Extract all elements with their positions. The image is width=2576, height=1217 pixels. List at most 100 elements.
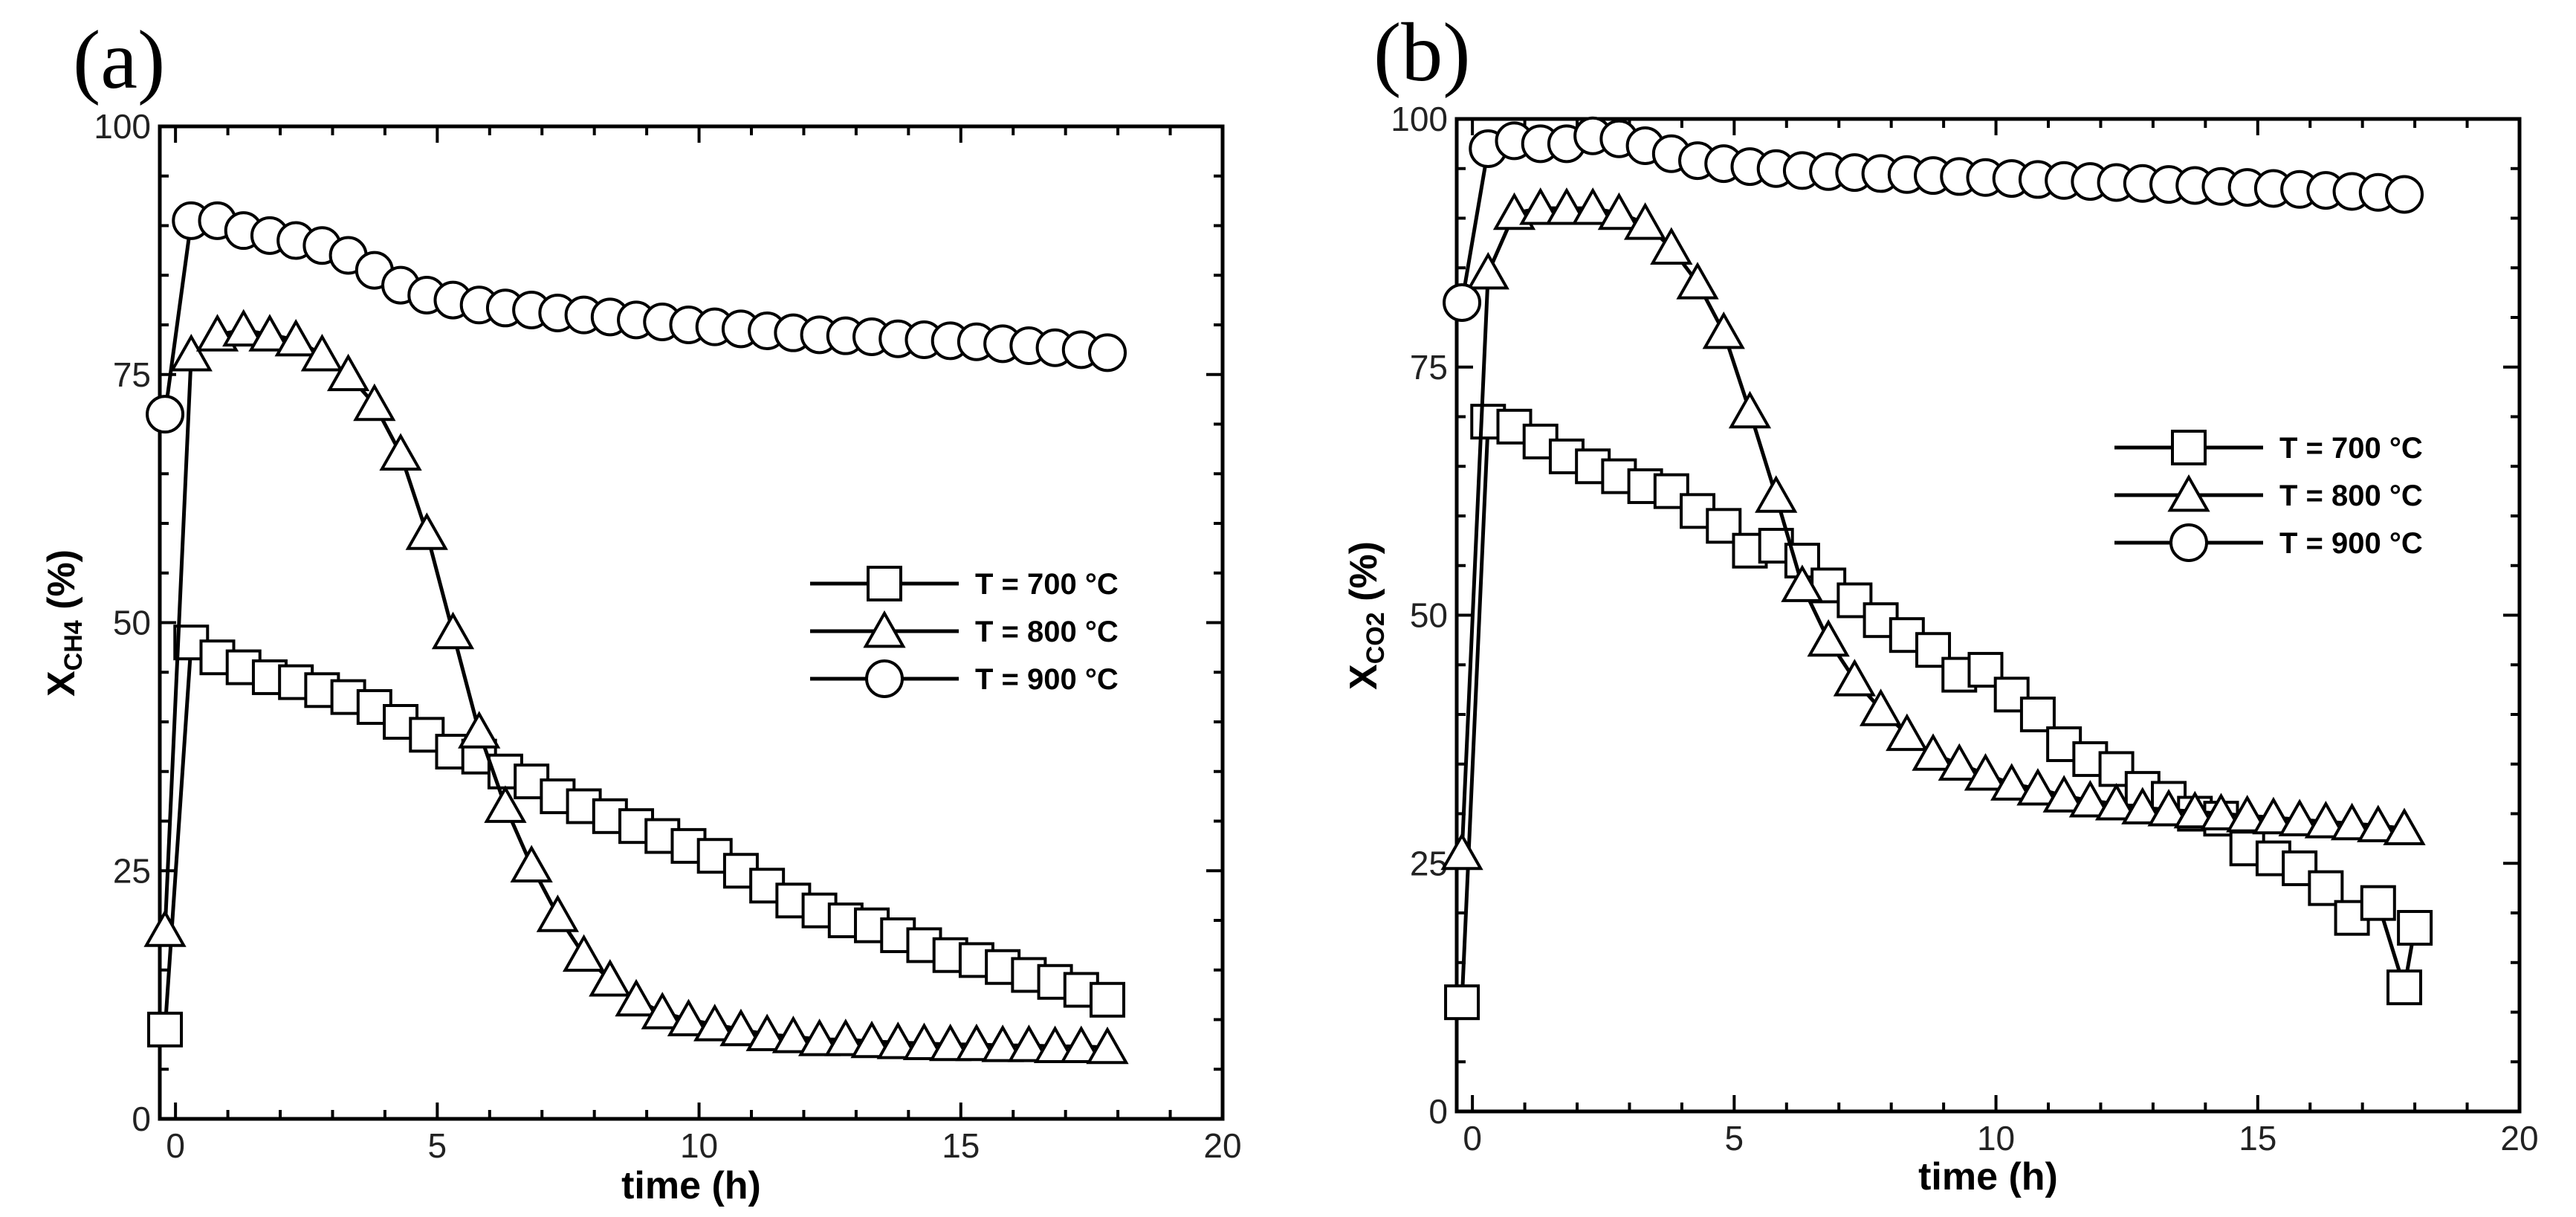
x-tick-label: 5	[428, 1126, 447, 1165]
data-point-triangle	[510, 845, 553, 882]
data-point-triangle	[1833, 659, 1877, 697]
y-tick-label: 0	[1428, 1092, 1448, 1131]
data-point-triangle	[1728, 390, 1772, 429]
x-tick-label: 10	[1977, 1119, 2015, 1158]
data-point-triangle	[2016, 768, 2059, 806]
data-point-square	[2019, 697, 2056, 732]
data-point-square	[2098, 751, 2135, 787]
y-tick-label: 50	[113, 604, 151, 642]
y-tick-label: 75	[1410, 348, 1448, 387]
data-point-triangle	[1033, 1025, 1077, 1063]
data-point-triangle	[1938, 743, 1981, 781]
y-axis-title: XCH4 (%)	[40, 549, 88, 697]
y-axis-title: XCO2 (%)	[1342, 541, 1390, 690]
panel-label: (a)	[73, 14, 165, 106]
data-point-triangle	[431, 611, 475, 650]
data-point-triangle	[693, 1004, 737, 1042]
data-point-triangle	[300, 333, 344, 372]
legend-marker-triangle	[863, 610, 906, 648]
data-point-triangle	[589, 959, 632, 997]
legend-marker-square	[2171, 430, 2207, 465]
legend-label: T = 700 °C	[975, 568, 1119, 601]
data-point-circle	[2385, 175, 2424, 214]
data-point-triangle	[405, 512, 448, 550]
x-tick-label: 20	[1203, 1126, 1241, 1165]
x-tick-label: 0	[1463, 1119, 1482, 1158]
series-square	[147, 624, 1126, 1047]
data-point-triangle	[484, 785, 527, 823]
data-point-square	[2386, 969, 2423, 1006]
data-point-triangle	[929, 1023, 972, 1062]
data-point-triangle	[1440, 832, 1483, 871]
data-point-triangle	[1702, 311, 1745, 349]
data-point-triangle	[2383, 807, 2426, 845]
y-tick-label: 75	[113, 355, 151, 394]
data-point-triangle	[850, 1020, 893, 1059]
x-tick-label: 20	[2500, 1119, 2538, 1158]
plot-frame	[1454, 117, 2522, 1114]
data-point-triangle	[1086, 1026, 1129, 1065]
data-point-triangle	[1676, 262, 1719, 300]
data-point-triangle	[2252, 796, 2295, 835]
data-point-triangle	[143, 909, 187, 947]
x-tick-label: 15	[2239, 1119, 2276, 1158]
data-point-square	[2308, 870, 2344, 906]
x-tick-label: 0	[166, 1126, 185, 1165]
legend-label: T = 700 °C	[2279, 432, 2423, 465]
data-point-circle	[1088, 333, 1127, 372]
data-point-triangle	[719, 1008, 763, 1047]
data-point-triangle	[1466, 251, 1509, 290]
data-point-triangle	[2121, 787, 2164, 824]
panel-label: (b)	[1373, 7, 1471, 99]
data-point-triangle	[2094, 783, 2138, 821]
data-point-triangle	[771, 1016, 815, 1053]
data-point-triangle	[981, 1024, 1024, 1062]
series-line	[1460, 419, 2417, 1003]
data-point-square	[2282, 850, 2318, 886]
data-point-triangle	[379, 433, 422, 471]
data-point-triangle	[876, 1021, 919, 1059]
data-point-triangle	[1623, 202, 1667, 240]
data-point-triangle	[2199, 792, 2243, 830]
data-point-triangle	[562, 934, 606, 972]
data-point-triangle	[1912, 733, 1955, 771]
data-point-triangle	[1807, 619, 1850, 657]
x-tick-label: 10	[680, 1126, 718, 1165]
data-point-triangle	[824, 1019, 867, 1056]
legend-marker-square	[867, 566, 902, 601]
legend: T = 700 °C T = 800 °C T = 900 °C	[810, 566, 1119, 698]
data-point-triangle	[797, 1019, 841, 1056]
data-point-triangle	[1597, 192, 1641, 230]
data-point-triangle	[2304, 801, 2347, 839]
x-axis-title: time (h)	[1918, 1155, 2058, 1198]
data-point-triangle	[745, 1013, 789, 1051]
y-tick-label: 25	[1410, 844, 1448, 882]
data-point-triangle	[1755, 475, 1798, 513]
data-point-triangle	[902, 1022, 946, 1060]
data-point-triangle	[1781, 564, 1824, 602]
data-point-triangle	[667, 998, 711, 1036]
y-tick-label: 50	[1410, 596, 1448, 635]
data-point-triangle	[615, 978, 658, 1017]
data-point-triangle	[353, 383, 396, 422]
data-point-triangle	[1859, 688, 1903, 726]
chart-panel-b: (b) 0 5 10 15 20 0 25 50 75 100 time (h) XCO2 (%) T =…	[1342, 7, 2539, 1198]
data-point-triangle	[326, 353, 370, 392]
data-point-triangle	[222, 309, 265, 347]
y-tick-label: 100	[1391, 100, 1448, 138]
data-point-triangle	[2330, 802, 2374, 841]
data-point-triangle	[2147, 789, 2190, 827]
legend-marker-triangle	[2167, 474, 2210, 512]
data-point-triangle	[955, 1023, 998, 1062]
data-point-triangle	[1060, 1025, 1103, 1063]
data-point-square	[1915, 632, 1952, 668]
data-point-triangle	[1886, 713, 1929, 752]
data-point-triangle	[458, 711, 501, 749]
data-point-square	[147, 1011, 184, 1047]
data-point-circle	[1443, 283, 1482, 322]
data-point-triangle	[2068, 780, 2111, 818]
x-tick-label: 5	[1725, 1119, 1744, 1158]
data-point-triangle	[1545, 187, 1588, 225]
data-point-square	[1090, 981, 1126, 1018]
